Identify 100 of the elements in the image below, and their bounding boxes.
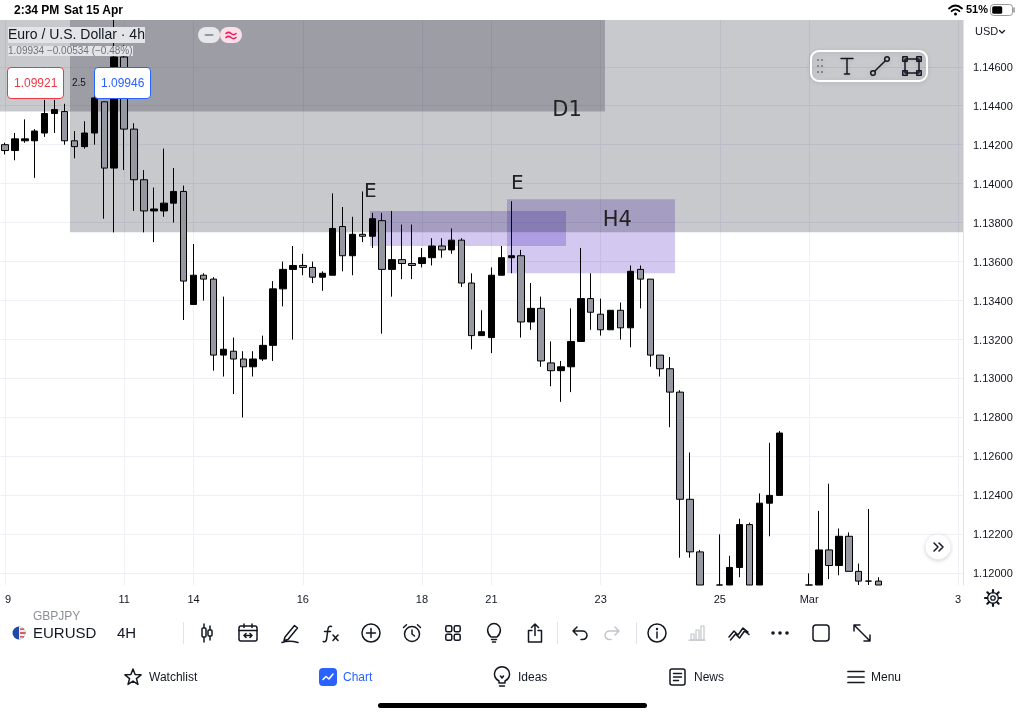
candlestick [865,508,872,586]
candlestick [418,247,426,268]
candlestick [31,128,38,179]
candlestick [835,528,843,576]
candlestick [468,272,475,350]
y-tick-label: 1.14600 [973,60,1013,73]
candlestick [11,132,19,161]
y-tick-label: 1.14000 [973,177,1013,190]
candlestick [240,350,247,418]
x-tick-label: 3 [954,592,962,605]
x-tick-label: 21 [485,592,498,605]
candlestick [607,309,614,331]
candlestick [160,148,168,218]
text: 4H [117,624,137,642]
candlestick [190,243,197,305]
candlestick [269,280,277,362]
candlestick [478,309,485,337]
candlestick [150,187,158,243]
candlestick [666,356,674,428]
candlestick [1,142,9,155]
candlestick [299,253,307,276]
candlestick [349,216,356,276]
candlestick [378,212,386,335]
candlestick [438,237,446,259]
x-tick-label: 25 [713,592,726,605]
x-tick-label: 9 [4,592,12,605]
annotation: 2.5 [72,77,86,89]
candlestick [448,227,455,255]
text: EURUSD [33,624,97,642]
x-tick-label: 16 [296,592,309,605]
candlestick [408,224,416,280]
y-tick-label: 1.13400 [973,294,1013,307]
text: 51% [966,3,989,17]
text: GBPJPY [33,608,81,624]
candlestick [517,249,525,339]
y-tick-label: 1.14200 [973,138,1013,151]
candlestick [726,555,733,586]
candlestick [577,247,585,342]
candlestick [815,510,823,586]
y-tick-label: 1.12600 [973,450,1013,463]
candlestick [41,99,48,138]
text: Menu [871,669,902,685]
y-tick-label: 1.12200 [973,528,1013,541]
annotation: 1.09946 [101,76,145,91]
x-tick-label: Mar [799,592,819,605]
x-tick-label: 14 [187,592,200,605]
candlestick [855,563,862,586]
candlestick [508,200,515,274]
candlestick [647,278,654,368]
x-tick-label: 11 [118,592,130,605]
text: Ideas [518,669,548,685]
candlestick [696,549,704,586]
candlestick [180,185,187,321]
candlestick [825,483,833,580]
text: Chart [343,669,373,685]
candlestick [527,282,535,331]
candlestick [656,354,664,378]
candlestick [756,492,763,586]
candlestick [597,298,604,337]
candlestick [200,272,207,302]
y-tick-label: 1.12400 [973,489,1013,502]
price-box: 1.09946 [94,67,151,99]
y-tick-label: 1.12000 [973,567,1013,580]
y-tick-label: 1.13200 [973,333,1013,346]
candlestick [71,130,78,159]
candlestick [776,430,783,496]
candlestick [51,99,58,134]
y-tick-label: 1.13000 [973,372,1013,385]
x-tick-label: 23 [594,592,607,605]
candlestick [567,307,575,393]
y-tick-label: 1.13600 [973,255,1013,268]
candlestick [230,337,237,395]
candlestick [329,192,336,276]
candlestick [279,261,287,307]
candlestick [488,266,495,354]
band-label: H4 [602,207,632,232]
y-tick-label: 1.13800 [973,216,1013,229]
y-tick-label: 1.12800 [973,411,1013,424]
candlestick [339,206,346,272]
candlestick [428,237,436,266]
candlestick [617,302,624,341]
text: News [694,669,725,685]
candlestick [359,190,366,243]
candlestick [81,120,88,150]
candlestick [398,224,406,280]
annotation: 1.09921 [14,76,58,91]
text: 1.09934 −0.00534 (−0.48%) [8,45,133,56]
candlestick [259,335,267,362]
text: 2:34 PM [14,2,60,18]
candlestick [736,518,743,578]
candlestick [845,531,853,572]
band-label: D1 [552,97,582,122]
x-tick-label: 18 [415,592,429,605]
candlestick [210,276,217,372]
candlestick [388,210,396,298]
candlestick [716,533,723,586]
annotation: E [511,170,524,194]
text: Sat 15 Apr [64,2,123,18]
candlestick [458,237,465,288]
candlestick [637,264,644,309]
